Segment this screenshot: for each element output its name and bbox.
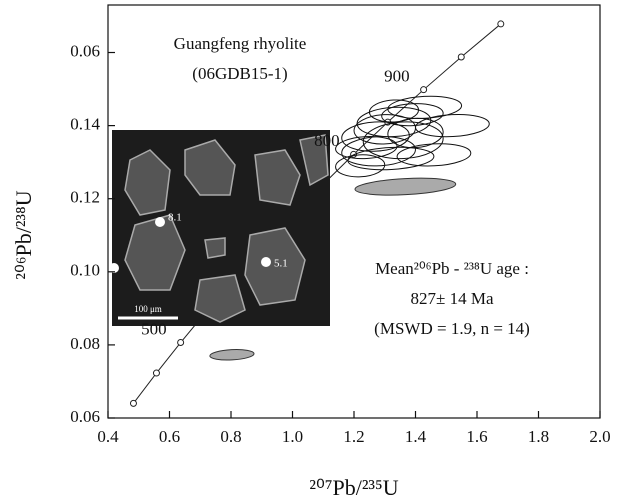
concordia-point	[498, 21, 504, 27]
concordia-point	[153, 370, 159, 376]
annotation: 827± 14 Ma	[411, 289, 494, 308]
concordia-point	[458, 54, 464, 60]
spot-label: 5.1	[274, 258, 288, 270]
age-label: 900	[384, 67, 410, 86]
y-axis-label: ²⁰⁶Pb/²³⁸U	[11, 190, 36, 279]
x-tick-label: 0.8	[220, 427, 241, 446]
x-tick-label: 1.8	[528, 427, 549, 446]
x-tick-label: 1.2	[343, 427, 364, 446]
concordia-point	[178, 340, 184, 346]
y-tick-label: 0.14	[70, 115, 100, 134]
chart: 8.1 5.1 100 μm 0.4 0.6 0.8 1.0 1.2 1.4 1.6 1.8 2…	[0, 0, 620, 504]
y-tick-label: 0.06	[70, 41, 100, 60]
x-tick-label: 0.4	[97, 427, 119, 446]
annotation: (MSWD = 1.9, n = 14)	[374, 319, 530, 338]
annotation: Mean²⁰⁶Pb - ²³⁸U age :	[375, 259, 529, 278]
spot-label: 8.1	[168, 212, 182, 224]
age-label: 500	[141, 319, 167, 338]
chart-subtitle: (06GDB15-1)	[192, 64, 287, 83]
spot	[155, 217, 165, 227]
excluded-ellipse	[355, 176, 457, 197]
x-tick-label: 2.0	[589, 427, 610, 446]
x-tick-label: 1.0	[282, 427, 303, 446]
x-tick-label: 1.4	[405, 427, 427, 446]
cl-image: 8.1 5.1 100 μm	[109, 130, 330, 326]
x-tick-label: 0.6	[159, 427, 180, 446]
concordia-point	[421, 87, 427, 93]
concordia-point	[130, 400, 136, 406]
x-tick-label: 1.6	[466, 427, 487, 446]
y-tick-label: 0.12	[70, 188, 100, 207]
chart-title: Guangfeng rhyolite	[174, 34, 307, 53]
y-tick-label: 0.10	[70, 261, 100, 280]
y-tick-label: 0.06	[70, 407, 100, 426]
error-ellipse	[415, 113, 490, 139]
x-axis-label: ²⁰⁷Pb/²³⁵U	[309, 475, 398, 500]
scale-bar-label: 100 μm	[134, 304, 162, 314]
excluded-ellipse	[210, 349, 255, 362]
y-tick-label: 0.08	[70, 334, 100, 353]
spot	[261, 257, 271, 267]
